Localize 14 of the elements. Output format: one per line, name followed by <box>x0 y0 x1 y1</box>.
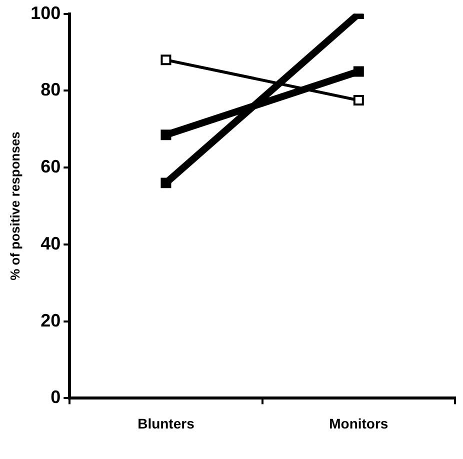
y-tick-label: 40 <box>40 233 61 254</box>
y-tick-label: 0 <box>50 387 61 408</box>
point <box>160 130 172 140</box>
point <box>353 66 364 77</box>
y-tick-label: 60 <box>40 156 61 177</box>
y-axis-title: % of positive responses <box>7 132 22 280</box>
point <box>353 95 364 106</box>
y-tick-label: 20 <box>40 310 61 330</box>
y-tick-label: 80 <box>40 80 61 100</box>
x-tick-label: Blunters <box>138 415 195 432</box>
point <box>160 54 172 66</box>
x-tick-label: Monitors <box>329 415 388 432</box>
point <box>160 178 172 188</box>
y-tick-label: 100 <box>30 2 61 23</box>
